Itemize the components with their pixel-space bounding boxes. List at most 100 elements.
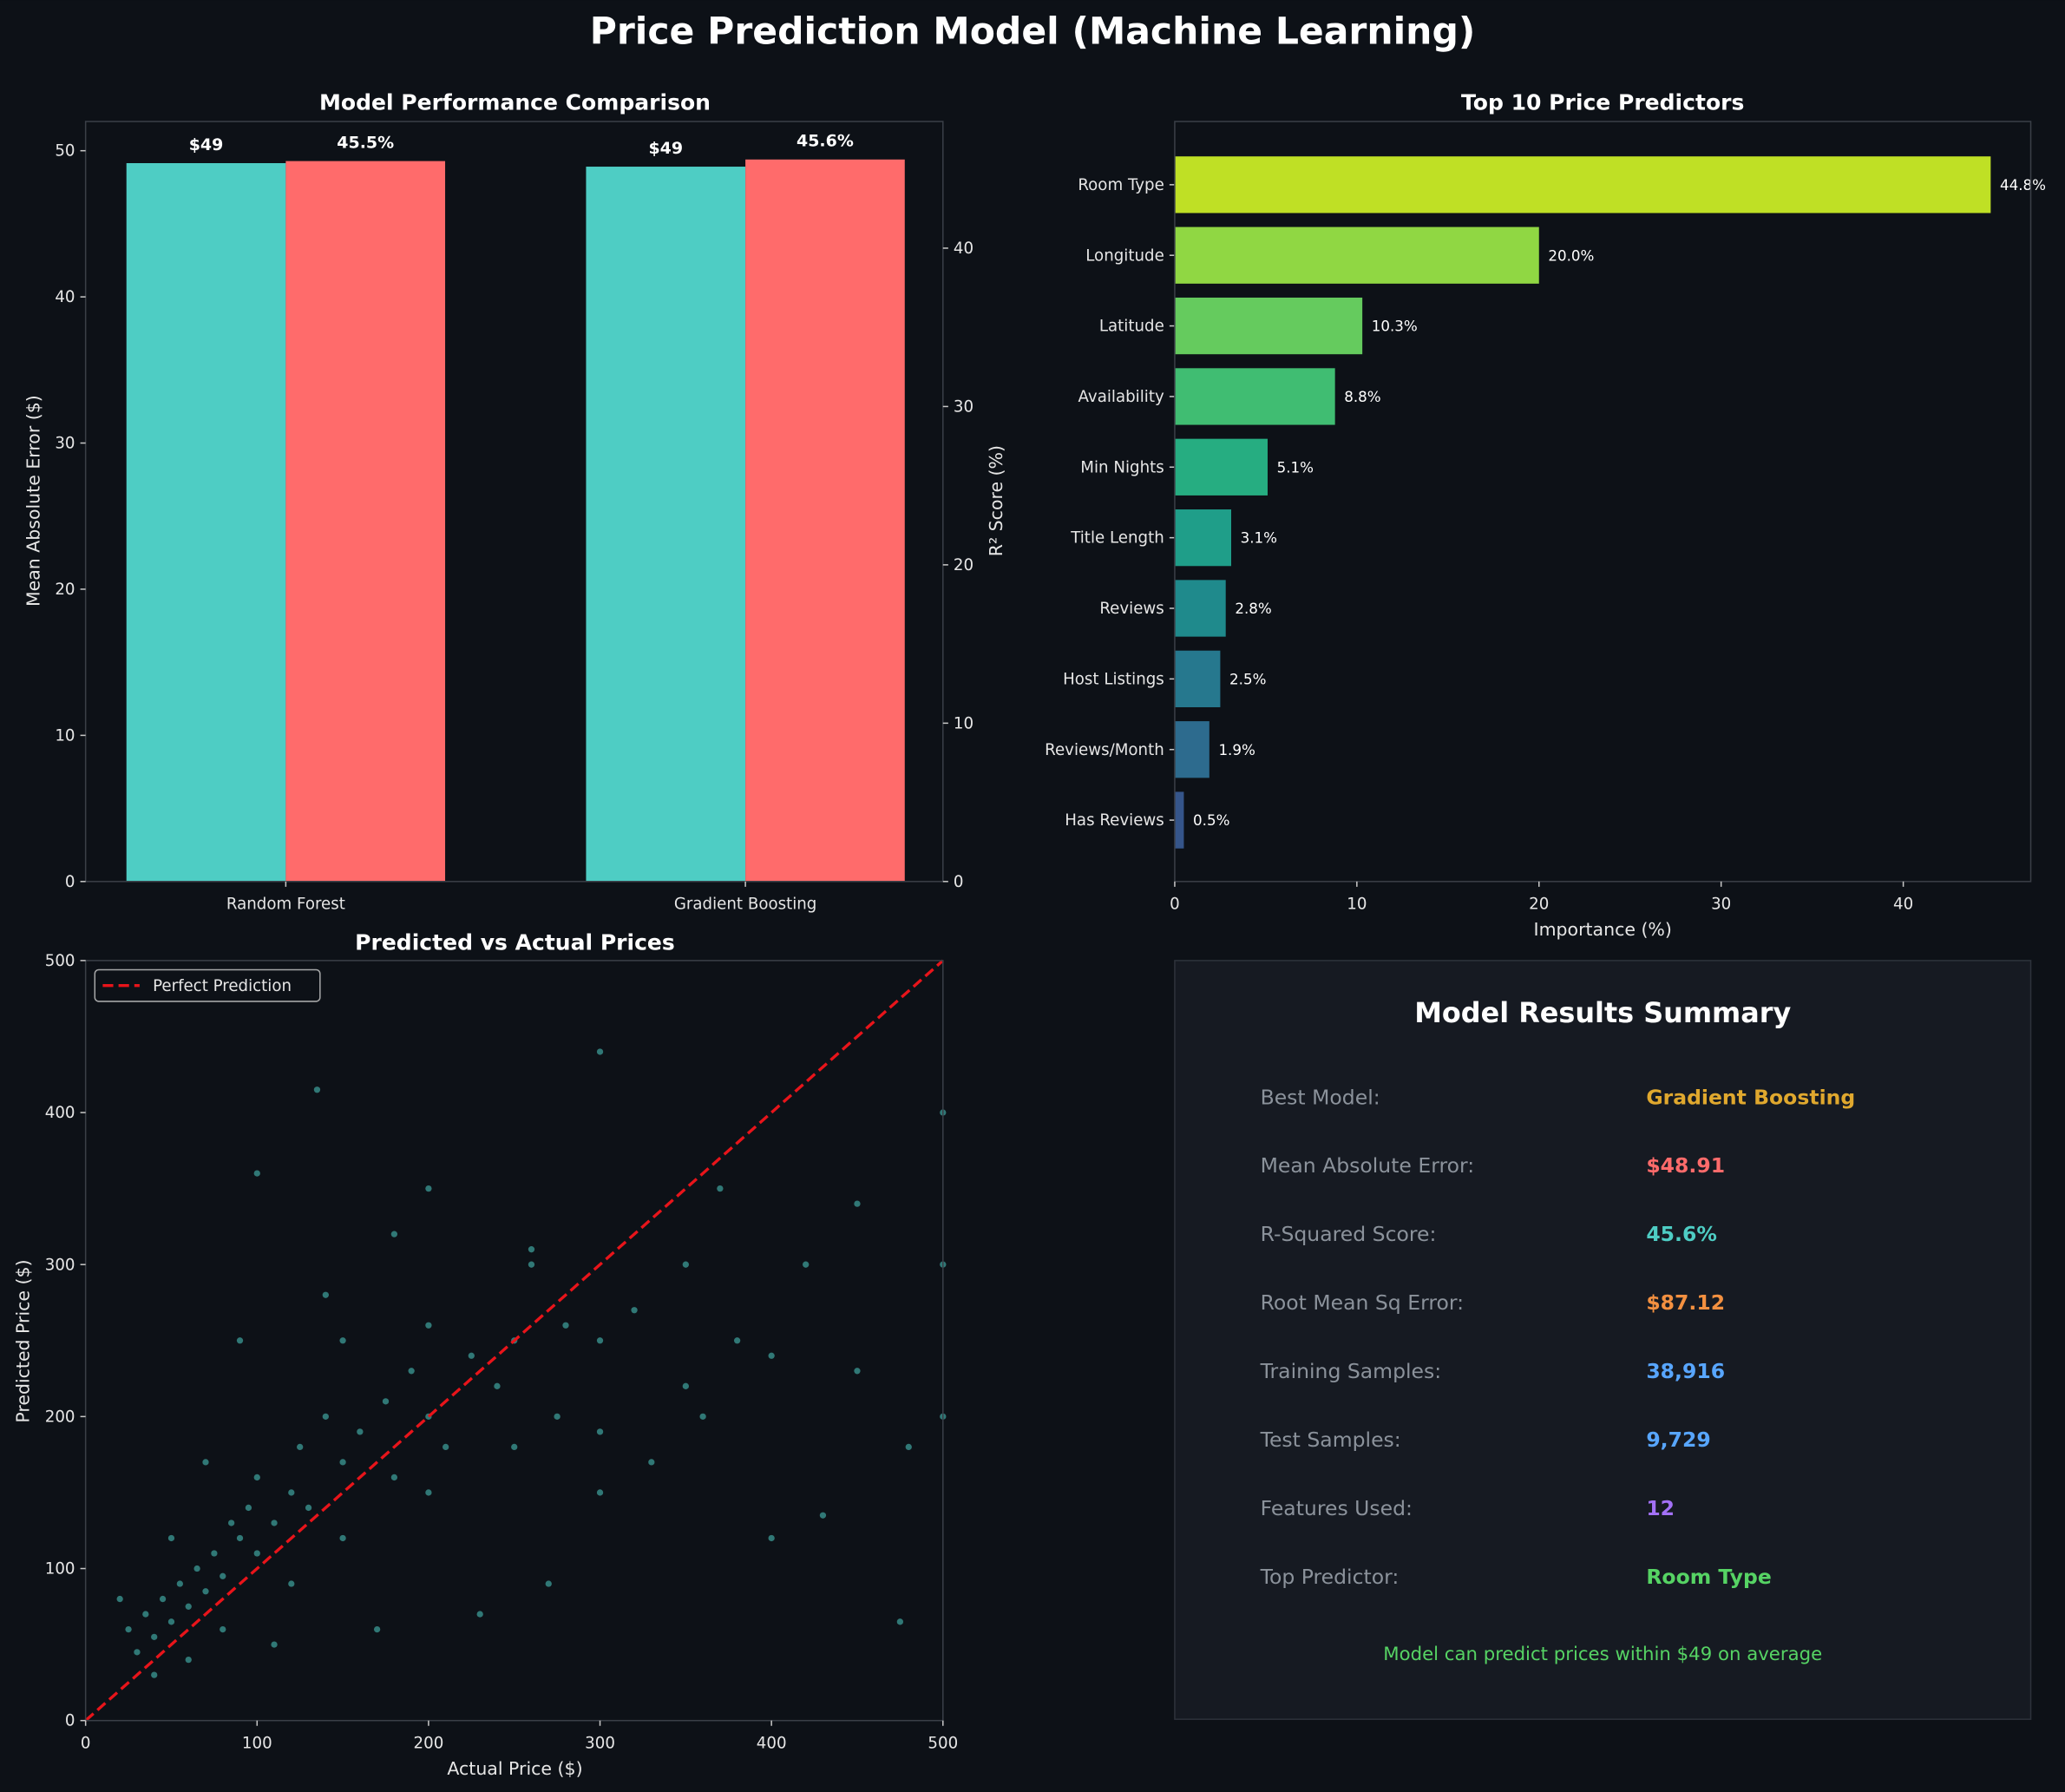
- scatter-point: [236, 1337, 244, 1344]
- scatter-point: [151, 1671, 158, 1678]
- axes-frame: [84, 121, 944, 883]
- scatter-point: [288, 1489, 295, 1496]
- x-tick-label: 500: [928, 1735, 958, 1753]
- summary-label: Root Mean Sq Error:: [1261, 1290, 1464, 1315]
- legend-label: Perfect Prediction: [153, 977, 292, 995]
- y-tick-label: 200: [45, 1408, 75, 1426]
- summary-footer: Model can predict prices within $49 on a…: [1383, 1644, 1822, 1665]
- summary-row: Root Mean Sq Error: $87.12: [1261, 1290, 1725, 1315]
- y-tick-label: Title Length: [1070, 529, 1164, 548]
- scatter-point: [134, 1649, 141, 1656]
- figure-title: Price Prediction Model (Machine Learning…: [590, 10, 1476, 53]
- scatter-point: [425, 1322, 432, 1329]
- bar: [586, 167, 746, 882]
- bar: [1174, 438, 1268, 496]
- y-tick-label: 400: [45, 1104, 75, 1122]
- scatter-point: [699, 1413, 706, 1420]
- scatter-point: [271, 1641, 278, 1648]
- summary-title: Model Results Summary: [1414, 996, 1791, 1029]
- scatter-point: [596, 1489, 604, 1496]
- bar: [1174, 721, 1210, 778]
- scatter-point: [717, 1185, 724, 1192]
- y-tick-label: Room Type: [1078, 176, 1164, 194]
- data-label: 0.5%: [1193, 812, 1229, 829]
- data-label: 3.1%: [1241, 530, 1277, 547]
- scatter-point: [554, 1413, 560, 1420]
- scatter-point: [176, 1580, 183, 1587]
- bar: [1174, 509, 1232, 567]
- y-tick-label: 20: [55, 581, 75, 599]
- scatter-point: [562, 1322, 569, 1329]
- bar: [745, 159, 905, 882]
- x-axis-label: Actual Price ($): [447, 1758, 582, 1779]
- scatter-point: [357, 1428, 364, 1435]
- summary-row: Mean Absolute Error: $48.91: [1261, 1153, 1725, 1178]
- summary-label: Best Model:: [1261, 1085, 1380, 1109]
- y-tick-label: Longitude: [1085, 246, 1164, 265]
- y2-tick-label: 40: [954, 240, 974, 258]
- x-tick-label: 10: [1347, 896, 1367, 914]
- scatter-point: [297, 1443, 304, 1451]
- summary-label: Mean Absolute Error:: [1261, 1153, 1475, 1178]
- scatter-point: [596, 1428, 604, 1435]
- x-tick-label: Random Forest: [226, 896, 345, 914]
- data-label: 45.6%: [796, 132, 854, 151]
- bar: [1174, 650, 1221, 707]
- y-tick-label: Latitude: [1099, 318, 1164, 336]
- y-tick-label: 10: [55, 726, 75, 745]
- scatter-point: [511, 1443, 518, 1451]
- y-tick-label: 300: [45, 1256, 75, 1274]
- data-label: 45.5%: [337, 133, 394, 152]
- scatter-point: [339, 1534, 346, 1542]
- summary-row: Test Samples: 9,729: [1260, 1428, 1711, 1452]
- bar: [1174, 580, 1226, 637]
- summary-row: Best Model: Gradient Boosting: [1261, 1085, 1856, 1109]
- x-tick-label: 200: [414, 1735, 444, 1753]
- y-tick-label: 100: [45, 1560, 75, 1579]
- scatter-point: [819, 1512, 827, 1519]
- y-tick-label: Reviews: [1099, 600, 1164, 618]
- chart-title: Predicted vs Actual Prices: [355, 930, 675, 955]
- scatter-point: [159, 1595, 167, 1603]
- scatter-point: [116, 1595, 123, 1603]
- scatter-point: [253, 1170, 260, 1177]
- scatter-point: [151, 1633, 158, 1640]
- bar: [1174, 156, 1991, 213]
- scatter-point: [253, 1474, 260, 1481]
- data-label: 2.8%: [1235, 601, 1271, 617]
- scatter-point: [896, 1618, 904, 1625]
- x-tick-label: 100: [242, 1735, 272, 1753]
- scatter-point: [733, 1337, 741, 1344]
- summary-value: $48.91: [1646, 1153, 1725, 1178]
- summary-label: Features Used:: [1261, 1496, 1413, 1520]
- summary-row: Training Samples: 38,916: [1260, 1359, 1725, 1383]
- data-label: 2.5%: [1229, 671, 1266, 687]
- summary-label: Top Predictor:: [1260, 1565, 1400, 1589]
- scatter-point: [768, 1534, 775, 1542]
- x-tick-label: 0: [1170, 896, 1180, 914]
- scatter-point: [202, 1588, 209, 1595]
- legend: Perfect Prediction: [94, 968, 321, 1002]
- scatter-point: [167, 1618, 175, 1625]
- scatter-point: [236, 1534, 244, 1542]
- scatter-point: [313, 1086, 321, 1093]
- y2-tick-label: 10: [954, 714, 974, 732]
- y-tick-label: 0: [65, 873, 75, 891]
- results-summary-panel: Model Results Summary Model can predict …: [1174, 960, 2032, 1720]
- axes-frame: [1174, 121, 2032, 883]
- summary-value: $87.12: [1646, 1290, 1725, 1315]
- x-tick-label: 0: [81, 1735, 91, 1753]
- y2-tick-label: 0: [954, 873, 964, 891]
- scatter-point: [125, 1625, 132, 1633]
- summary-row: Top Predictor: Room Type: [1260, 1565, 1772, 1589]
- scatter-point: [211, 1550, 218, 1557]
- bar: [126, 163, 286, 882]
- legend-box: [94, 968, 321, 1002]
- axes-frame: [84, 960, 944, 1722]
- y2-tick-label: 30: [954, 397, 974, 416]
- data-label: 44.8%: [2000, 177, 2046, 194]
- scatter-point: [185, 1603, 192, 1610]
- perfect-prediction-line: [84, 959, 944, 1722]
- summary-label: Training Samples:: [1260, 1359, 1442, 1383]
